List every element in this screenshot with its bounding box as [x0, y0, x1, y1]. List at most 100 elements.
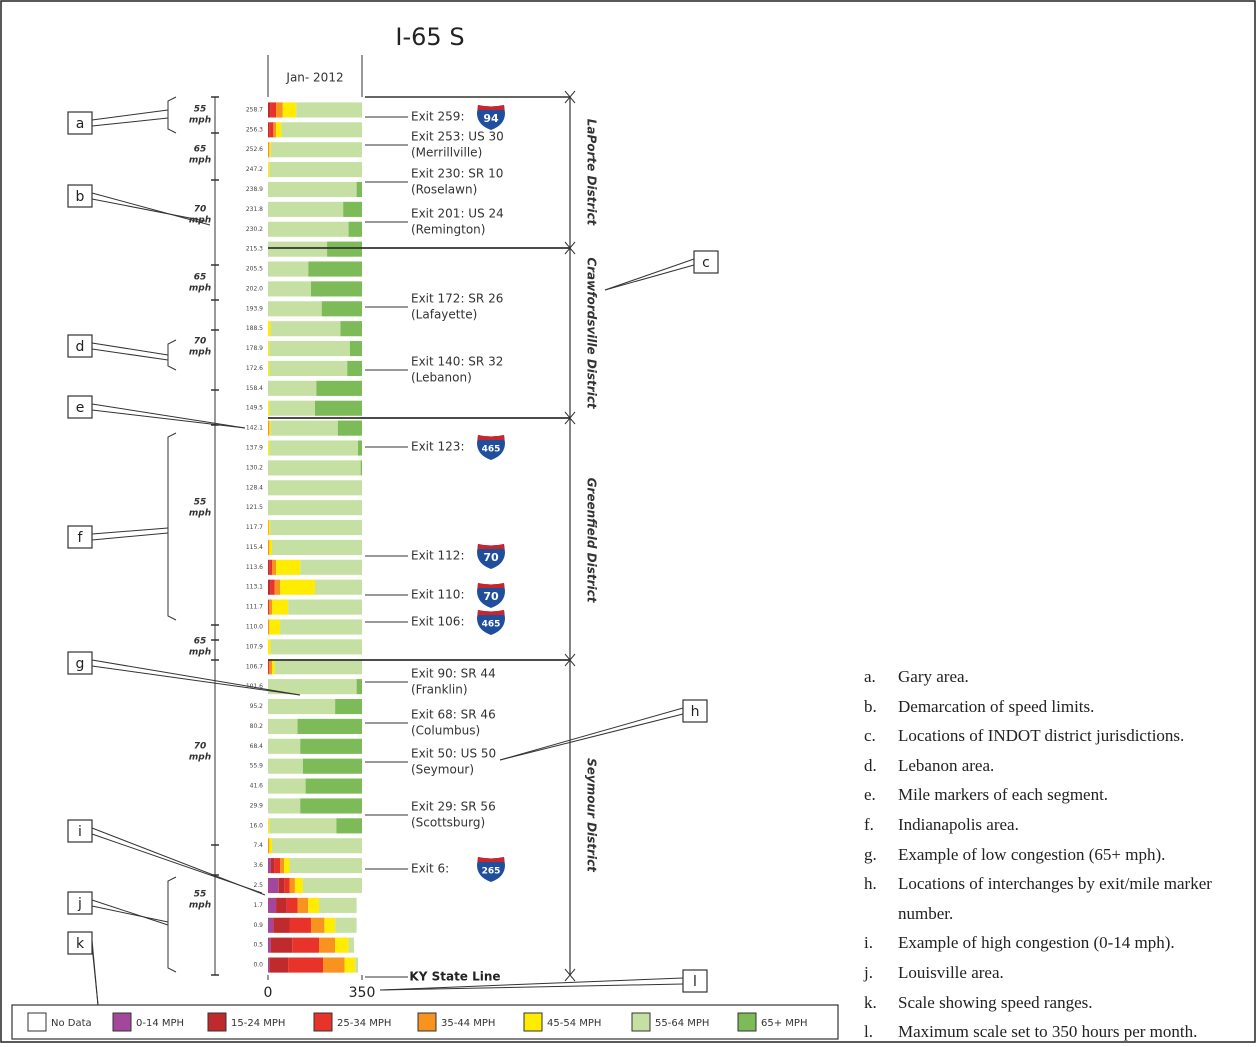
- bar-segment: [272, 539, 362, 555]
- mile-label: 258.7: [246, 106, 263, 113]
- bar-segment: [270, 858, 275, 874]
- legend-swatch: [27, 1012, 47, 1032]
- key-text: Example of low congestion (65+ mph).: [898, 844, 1166, 864]
- bar-segment: [268, 480, 362, 496]
- end-label: KY State Line: [409, 970, 500, 984]
- bar-segment: [268, 520, 269, 536]
- bar-segment: [268, 460, 361, 476]
- key-letter: j.: [864, 962, 873, 982]
- callout-letter: e: [76, 400, 85, 416]
- bar-segment: [297, 718, 362, 734]
- callout-box: [693, 250, 719, 274]
- bar-segment: [269, 360, 348, 377]
- shield: [477, 857, 505, 882]
- bar-segment: [268, 301, 322, 317]
- legend-swatch: [737, 1012, 757, 1032]
- legend-label: 55-64 MPH: [655, 1018, 709, 1029]
- mile-label: 68.4: [250, 743, 264, 750]
- bar-segment: [308, 261, 362, 277]
- callout-letter: i: [78, 824, 82, 840]
- mile-label: 142.1: [246, 425, 263, 432]
- bar-segment: [292, 937, 320, 953]
- bar-segment: [268, 599, 270, 615]
- bar-segment: [269, 599, 273, 615]
- callout-box: [67, 395, 93, 419]
- bar-segment: [268, 162, 270, 178]
- district-label: Crawfordsville District: [585, 257, 599, 410]
- bar-segment: [268, 520, 271, 536]
- bar-segment: [268, 341, 270, 357]
- key-text: Louisville area.: [898, 962, 1004, 982]
- bar-segment: [268, 181, 357, 198]
- bar-segment: [348, 221, 362, 237]
- mile-label: 0.5: [253, 942, 263, 949]
- callout-box: [67, 111, 93, 135]
- bar-segment: [268, 798, 301, 814]
- legend-label: 35-44 MPH: [441, 1018, 495, 1029]
- callout-letter: b: [76, 189, 85, 205]
- bar-segment: [270, 142, 362, 158]
- bar-segment: [268, 778, 306, 794]
- callout-box: [67, 334, 93, 358]
- mile-label: 172.6: [246, 365, 263, 372]
- bar-segment: [272, 838, 362, 854]
- exit-label: Exit 106:: [411, 615, 464, 629]
- bar-segment: [268, 639, 271, 655]
- mile-label: 247.2: [246, 166, 263, 173]
- legend-swatch: [417, 1012, 437, 1032]
- chart-title: I-65 S: [395, 23, 464, 51]
- bar-segment: [269, 420, 271, 436]
- mile-label: 202.0: [246, 285, 263, 292]
- bar-segment: [268, 679, 357, 695]
- mile-label: 1.7: [253, 902, 263, 909]
- exit-label: Exit 110:: [411, 588, 464, 602]
- callout-letter: f: [78, 530, 84, 546]
- speed-unit: mph: [189, 648, 211, 658]
- district-arrow: [564, 90, 576, 104]
- mile-label: 0.0: [253, 962, 263, 969]
- leader-line: [91, 527, 169, 535]
- bar-segment: [297, 897, 309, 913]
- bar-segment: [276, 122, 282, 138]
- bar-segment: [319, 897, 357, 913]
- bar-segment: [269, 162, 362, 178]
- leader-line: [91, 409, 246, 429]
- bar-segment: [335, 917, 357, 933]
- bar-segment: [288, 599, 362, 615]
- speed-unit: mph: [189, 156, 211, 166]
- key-text: Maximum scale set to 350 hours per month…: [898, 1022, 1198, 1042]
- callout-letter: j: [77, 896, 82, 912]
- exit-place: (Merrillville): [411, 146, 482, 160]
- bar-segment: [269, 838, 273, 854]
- bar-segment: [357, 440, 362, 456]
- bar-segment: [274, 659, 362, 675]
- legend-swatch: [523, 1012, 543, 1032]
- mile-label: 205.5: [246, 266, 263, 273]
- bar-segment: [268, 102, 271, 118]
- bar-segment: [268, 500, 362, 516]
- exit-label: Exit 230: SR 10: [411, 167, 503, 181]
- speed-unit: mph: [189, 753, 211, 763]
- exit-place: (Franklin): [411, 683, 468, 697]
- mile-label: 128.4: [246, 484, 263, 491]
- bar-segment: [268, 321, 271, 337]
- bar-segment: [268, 440, 270, 456]
- bar-segment: [273, 122, 277, 138]
- shield-top: [477, 610, 505, 615]
- key-letter: b.: [864, 696, 877, 716]
- callout-box: [67, 891, 93, 915]
- bar-segment: [268, 877, 279, 894]
- bar-segment: [289, 917, 311, 933]
- exit-label: Exit 253: US 30: [411, 130, 504, 144]
- speed-unit: mph: [189, 509, 211, 519]
- leader-line: [91, 192, 211, 226]
- bar-segment: [288, 957, 324, 973]
- key-text: Example of high congestion (0-14 mph).: [898, 933, 1175, 953]
- mile-label: 2.5: [253, 882, 263, 889]
- shield: [477, 105, 505, 130]
- mile-label: 158.4: [246, 385, 263, 392]
- bar-segment: [268, 758, 303, 774]
- bar-segment: [315, 400, 362, 416]
- bar-segment: [355, 957, 358, 973]
